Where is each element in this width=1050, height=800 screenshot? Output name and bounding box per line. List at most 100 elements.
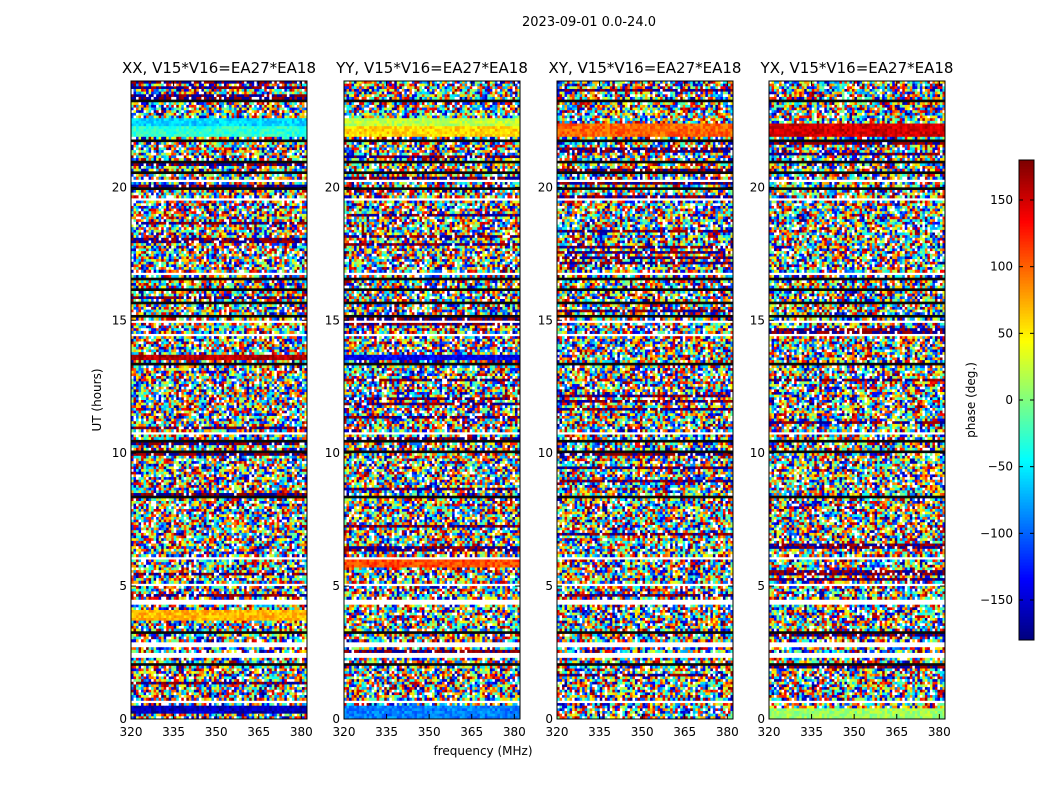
heatmap-cell [148,110,152,114]
heatmap-cell [196,182,200,186]
heatmap-cell [133,259,137,263]
heatmap-cell [208,192,212,196]
heatmap-cell [291,182,295,186]
heatmap-cell [181,110,185,114]
heatmap-cell [239,291,243,295]
heatmap-cell [229,219,232,223]
heatmap-cell [211,221,215,225]
heatmap-cell [183,88,187,93]
heatmap-cell [294,275,298,279]
heatmap-cell [219,264,222,268]
heatmap-cell [281,158,285,162]
heatmap-cell [284,176,288,180]
heatmap-cell [163,115,167,119]
heatmap-cell [256,123,260,127]
heatmap-cell [158,166,162,170]
heatmap-cell [284,147,288,151]
heatmap-cell [294,229,298,233]
heatmap-cell [271,293,275,297]
heatmap-cell [239,94,243,98]
heatmap-cell [198,163,202,167]
heatmap-cell [291,253,295,257]
heatmap-cell [256,293,260,297]
heatmap-cell [296,184,300,188]
heatmap-cell [216,293,220,297]
heatmap-cell [213,168,217,172]
heatmap-cell [246,118,250,122]
heatmap-cell [271,123,275,127]
heatmap-cell [301,224,305,228]
heatmap-cell [266,174,270,178]
heatmap-cell [296,94,300,98]
heatmap-cell [171,256,175,260]
heatmap-cell [198,248,202,252]
heatmap-cell [146,237,149,241]
heatmap-cell [133,155,137,159]
heatmap-cell [188,150,192,154]
heatmap-cell [201,229,205,233]
heatmap-cell [291,192,295,196]
heatmap-cell [229,208,232,212]
heatmap-cell [284,86,288,90]
heatmap-cell [241,94,245,98]
heatmap-cell [181,126,185,130]
heatmap-cell [173,110,177,114]
heatmap-cell [254,235,258,239]
heatmap-cell [221,123,225,127]
heatmap-cell [133,293,137,297]
heatmap-cell [286,208,290,212]
heatmap-cell [241,182,245,186]
heatmap-cell [246,88,250,93]
heatmap-cell [141,203,144,207]
heatmap-cell [201,107,205,111]
heatmap-cell [231,213,235,217]
heatmap-cell [216,195,220,199]
heatmap-cell [226,110,230,114]
heatmap-cell [249,291,253,295]
heatmap-cell [203,285,207,289]
heatmap-cell [216,150,220,154]
heatmap-cell [234,176,237,180]
heatmap-cell [208,174,212,178]
heatmap-cell [143,128,147,132]
heatmap-cell [246,227,250,231]
heatmap-cell [146,208,149,212]
heatmap-cell [173,208,177,212]
heatmap-cell [296,131,300,135]
heatmap-cell [284,158,288,162]
heatmap-cell [294,251,298,255]
heatmap-cell [296,123,300,127]
heatmap-cell [264,200,268,204]
heatmap-cell [181,155,185,159]
heatmap-cell [296,168,300,172]
heatmap-cell [259,224,263,228]
heatmap-cell [146,158,149,162]
heatmap-cell [138,110,142,114]
heatmap-cell [226,168,230,172]
heatmap-cell [299,136,303,140]
heatmap-cell [279,128,283,132]
heatmap-cell [166,126,170,130]
heatmap-cell [244,86,248,90]
heatmap-cell [143,107,147,111]
heatmap-cell [291,267,295,271]
heatmap-cell [234,269,237,273]
heatmap-cell [251,195,255,199]
heatmap-cell [191,235,195,239]
heatmap-cell [264,131,268,135]
heatmap-cell [181,203,185,207]
heatmap-cell [201,291,205,295]
heatmap-cell [148,192,152,196]
heatmap-cell [264,184,268,188]
heatmap-cell [279,147,283,151]
heatmap-cell [304,259,307,263]
heatmap-cell [146,229,149,233]
heatmap-cell [156,248,160,252]
heatmap-cell [274,203,278,207]
heatmap-cell [274,81,278,85]
heatmap-cell [163,112,167,116]
heatmap-cell [131,83,134,87]
heatmap-cell [296,243,300,247]
heatmap-cell [183,229,187,233]
heatmap-cell [213,115,217,119]
